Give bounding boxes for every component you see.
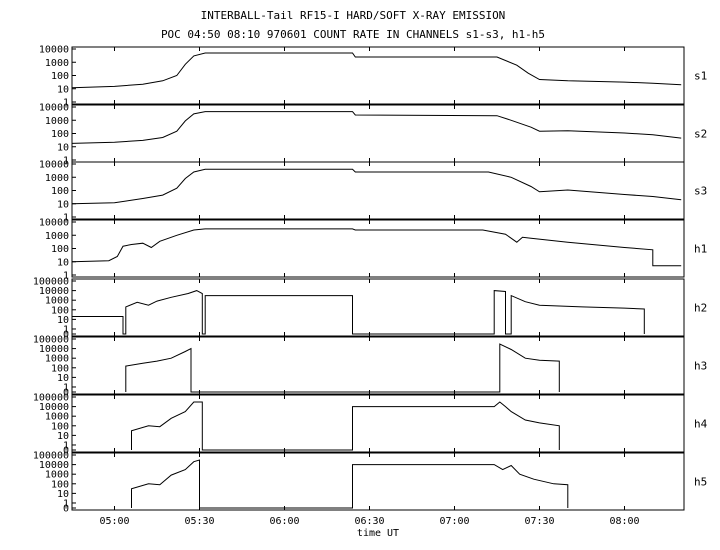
y-tick-label-h4: 0 — [63, 446, 69, 457]
channel-panels: 100001000100101s1100001000100101s2100001… — [33, 45, 708, 515]
trace-s2 — [71, 111, 682, 144]
trace-h3 — [125, 343, 560, 393]
panel-frame-h5 — [71, 452, 685, 511]
y-tick-label-h2: 10000 — [39, 286, 69, 297]
panel-frame-s2 — [71, 104, 685, 163]
panel-s1: 10000 1000 100 10 1 s1 — [39, 45, 707, 109]
x-tick-label: 05:00 — [99, 516, 129, 527]
y-tick-label-h2: 10 — [57, 315, 69, 326]
y-tick-label-h1: 100 — [51, 244, 69, 255]
panel-frame-s1 — [71, 46, 685, 105]
y-tick-label-s3: 1 — [63, 213, 69, 224]
channel-label-s2: s2 — [694, 128, 707, 141]
time-axis: 05:00 05:30 06:00 06:30 07:00 07:30 08:00 — [99, 516, 639, 527]
y-tick-label-h5: 10000 — [39, 460, 69, 471]
trace-s3 — [71, 168, 682, 205]
y-tick-label-h5: 100 — [51, 479, 69, 490]
y-tick-label-h2: 100 — [51, 305, 69, 316]
channel-label-h2: h2 — [694, 302, 707, 315]
y-tick-label-s1: 1000 — [45, 58, 69, 69]
y-tick-label-h3: 1000 — [45, 354, 69, 365]
y-tick-label-s1: 1 — [63, 98, 69, 109]
y-tick-label-h3: 10 — [57, 373, 69, 384]
y-tick-label-h2: 100000 — [33, 277, 69, 288]
x-axis-label: time UT — [357, 528, 399, 539]
panel-frame-h3 — [71, 336, 685, 395]
channel-label-h1: h1 — [694, 243, 707, 256]
y-tick-label-s2: 10000 — [39, 103, 69, 114]
x-tick-label: 06:00 — [269, 516, 299, 527]
panel-frame-h1 — [71, 219, 685, 278]
y-tick-label-h1: 10 — [57, 257, 69, 268]
y-tick-label-h4: 10 — [57, 431, 69, 442]
y-tick-label-s3: 10000 — [39, 160, 69, 171]
y-tick-label-s2: 1 — [63, 156, 69, 167]
channel-label-h4: h4 — [694, 418, 708, 431]
channel-label-h5: h5 — [694, 476, 707, 489]
y-tick-label-s1: 10 — [57, 84, 69, 95]
y-tick-label-s2: 1000 — [45, 116, 69, 127]
panel-frame-h2 — [71, 278, 685, 337]
y-tick-label-h1: 1 — [63, 271, 69, 282]
y-tick-label-s3: 10 — [57, 199, 69, 210]
y-tick-label-h2: 0 — [63, 330, 69, 341]
y-tick-label-h2: 1000 — [45, 296, 69, 307]
y-tick-label-h1: 10000 — [39, 218, 69, 229]
y-tick-label-h5: 1 — [63, 498, 69, 509]
channel-label-s3: s3 — [694, 185, 707, 198]
trace-h5 — [131, 459, 569, 509]
figure-title-line1: INTERBALL-Tail RF15-I HARD/SOFT X-RAY EM… — [201, 9, 506, 22]
y-tick-label-s3: 100 — [51, 186, 69, 197]
y-tick-label-s2: 100 — [51, 129, 69, 140]
trace-h2 — [72, 290, 645, 335]
y-tick-label-h3: 10000 — [39, 344, 69, 355]
y-tick-label-h3: 100 — [51, 363, 69, 374]
y-tick-label-s1: 100 — [51, 71, 69, 82]
y-tick-label-h5: 1000 — [45, 470, 69, 481]
panel-frame-h4 — [71, 394, 685, 453]
trace-h4 — [131, 401, 560, 451]
y-tick-label-h4: 100000 — [33, 393, 69, 404]
panel-s2: 10000 1000 100 10 1 s2 — [39, 103, 707, 167]
y-tick-label-h4: 1 — [63, 440, 69, 451]
x-tick-label: 07:30 — [524, 516, 554, 527]
figure-title-line2: POC 04:50 08:10 970601 COUNT RATE IN CHA… — [161, 28, 545, 41]
y-tick-label-h5: 10 — [57, 489, 69, 500]
trace-h1 — [71, 228, 682, 267]
y-tick-label-h3: 100000 — [33, 335, 69, 346]
trace-s1 — [71, 52, 682, 89]
x-tick-label: 07:00 — [439, 516, 469, 527]
y-tick-label-h5: 0 — [63, 504, 69, 515]
y-tick-label-s3: 1000 — [45, 173, 69, 184]
x-tick-label: 08:00 — [609, 516, 639, 527]
x-tick-label: 05:30 — [184, 516, 214, 527]
y-tick-label-h5: 100000 — [33, 451, 69, 462]
y-tick-label-h4: 10000 — [39, 402, 69, 413]
y-tick-label-s1: 10000 — [39, 45, 69, 56]
y-tick-label-h2: 1 — [63, 324, 69, 335]
panel-s3: 10000 1000 100 10 1 s3 — [39, 160, 707, 224]
channel-label-s1: s1 — [694, 70, 707, 83]
panel-h1: 10000 1000 100 10 1 h1 — [39, 218, 707, 282]
y-tick-label-h4: 100 — [51, 421, 69, 432]
y-tick-label-h4: 1000 — [45, 412, 69, 423]
channel-label-h3: h3 — [694, 360, 707, 373]
y-tick-label-h1: 1000 — [45, 231, 69, 242]
y-tick-label-h3: 1 — [63, 382, 69, 393]
x-tick-label: 06:30 — [354, 516, 384, 527]
y-tick-label-h3: 0 — [63, 388, 69, 399]
panel-frame-s3 — [71, 161, 685, 220]
y-tick-label-s2: 10 — [57, 142, 69, 153]
